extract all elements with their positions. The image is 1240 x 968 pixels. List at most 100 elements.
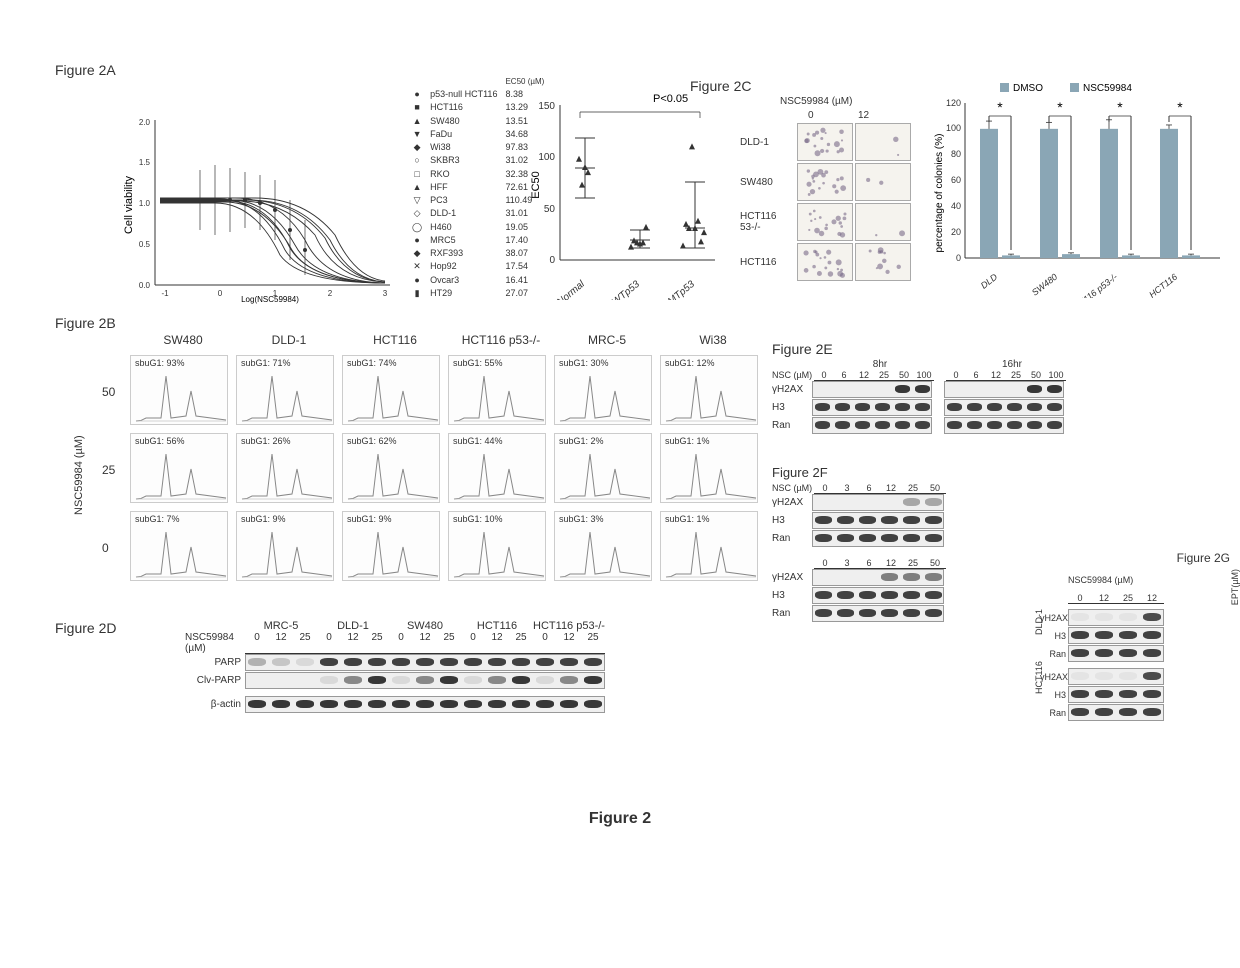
legend-marker-icon: ▮ [412,288,428,299]
wb-dose-label: 100 [914,370,934,380]
legend-cell-name: FaDu [430,129,503,140]
wb-dose-label: 12 [413,632,437,653]
facs-histogram: subG1: 3% [554,511,652,581]
legend-marker-icon: ✕ [412,261,428,272]
panel-2f-label: Figure 2F [772,465,828,480]
wb-row: H3 [1040,686,1230,703]
facs-dose-label: 0 [102,541,109,555]
colony-image [797,243,853,281]
panel-2c-label: Figure 2C [690,78,751,94]
legend-cell-name: Ovcar3 [430,275,503,286]
svg-text:P<0.05: P<0.05 [653,93,688,105]
svg-text:EC50: EC50 [530,171,542,199]
legend-cell-name: H460 [430,222,503,233]
wb-row: γH2AX [772,569,958,586]
legend-cell-name: DLD-1 [430,208,503,219]
wb-dose-label: 100 [1046,370,1066,380]
wb-dose-label: 0 [1068,593,1092,603]
legend-marker-icon: ◯ [412,222,428,233]
wb-dose-label: 12 [880,483,902,493]
svg-text:*: * [1177,99,1183,115]
wb-protein-label: Ran [1040,649,1068,659]
panel-2a-label: Figure 2A [55,62,116,78]
wb-dose-label: 6 [858,558,880,568]
wb-dose-label: 25 [509,632,533,653]
wb-cell-label: DLD-1 [317,620,389,632]
facs-subg1-label: subG1: 7% [135,514,180,524]
svg-text:-1: -1 [161,289,169,298]
svg-text:3: 3 [383,289,388,298]
svg-text:150: 150 [538,101,555,112]
wb-dose-label: 0 [533,632,557,653]
wb-time-label: 16hr [946,359,1078,370]
wb-protein-label: H3 [1040,690,1068,700]
colony-row: SW480 [740,163,911,201]
wb-dose-label: 0 [946,370,966,380]
wb-blot-strip [944,399,1064,416]
wb-dose-label: 0 [245,632,269,653]
facs-dose-label: 50 [102,385,115,399]
wb-dose-label: 12 [557,632,581,653]
viability-xlabel: Log(NSC59984) [241,295,299,304]
wb-blot-strip [1068,645,1164,662]
svg-text:1.0: 1.0 [139,199,151,208]
figure-caption: Figure 2 [589,810,651,828]
wb-protein-label: γH2AX [1040,672,1068,682]
svg-text:1.5: 1.5 [139,158,151,167]
panel-g-nsc-header: NSC59984 (µM) [1068,575,1133,585]
svg-text:0.5: 0.5 [139,240,151,249]
legend-cell-name: SW480 [430,116,503,127]
facs-histogram: subG1: 71% [236,355,334,425]
wb-row: β-actin [185,696,605,713]
legend-cell-name: MRC5 [430,235,503,246]
wb-blot-strip [245,654,605,671]
facs-column-header: HCT116 p53-/- [448,333,554,347]
colony-row: HCT116 53-/- [740,203,911,241]
legend-cell-name: PC3 [430,195,503,206]
wb-dose-label: 25 [581,632,605,653]
facs-column-header: Wi38 [660,333,766,347]
legend-cell-name: Wi38 [430,142,503,153]
wb-blot-strip [944,417,1064,434]
wb-dose-label: 50 [924,483,946,493]
svg-text:*: * [1057,99,1063,115]
wb-dose-label: 0 [814,558,836,568]
svg-text:2: 2 [328,289,333,298]
colony-image [855,123,911,161]
svg-text:HCT116 p53-/-: HCT116 p53-/- [1067,272,1120,298]
colony-bar-chart: percentage of colonies (%) DMSO NSC59984… [930,78,1230,298]
svg-text:0.0: 0.0 [139,281,151,290]
colony-row: HCT116 [740,243,911,281]
wb-dose-label: 0 [814,483,836,493]
facs-subg1-label: subG1: 74% [347,358,397,368]
wb-dose-label: 12 [269,632,293,653]
wb-dose-label: 25 [874,370,894,380]
colony-row: DLD-1 [740,123,911,161]
panel-2d-label: Figure 2D [55,620,116,636]
svg-text:percentage of colonies (%): percentage of colonies (%) [934,134,945,253]
wb-dose-label: 0 [317,632,341,653]
panel-g-group-label: DLD-1 [1034,609,1044,635]
svg-text:80: 80 [951,149,961,159]
colony-row-label: HCT116 [740,257,795,268]
wb-protein-label: PARP [185,657,245,668]
legend-cell-name: HT29 [430,288,503,299]
legend-marker-icon: ◆ [412,248,428,259]
colony-row-label: HCT116 53-/- [740,211,795,233]
wb-dose-label: 25 [437,632,461,653]
wb-protein-label: γH2AX [772,572,812,583]
wb-row: γH2AX [1040,609,1230,626]
wb-row: H3 [772,399,1078,416]
wb-dose-label: 12 [1092,593,1116,603]
facs-subg1-label: subG1: 71% [241,358,291,368]
cell-viability-chart: Cell viability Log(NSC59984) 0.0 0.5 1.0… [120,110,400,305]
svg-text:NSC59984: NSC59984 [1083,83,1132,94]
colony-image [855,163,911,201]
wb-dose-header: NSC59984 (µM) [185,632,245,654]
wb-row: PARP [185,654,605,671]
wb-blot-strip [812,569,944,586]
facs-histogram: subG1: 56% [130,433,228,503]
wb-protein-label: γH2AX [1040,613,1068,623]
legend-marker-icon: ● [412,275,428,286]
facs-subg1-label: subG1: 1% [665,436,710,446]
